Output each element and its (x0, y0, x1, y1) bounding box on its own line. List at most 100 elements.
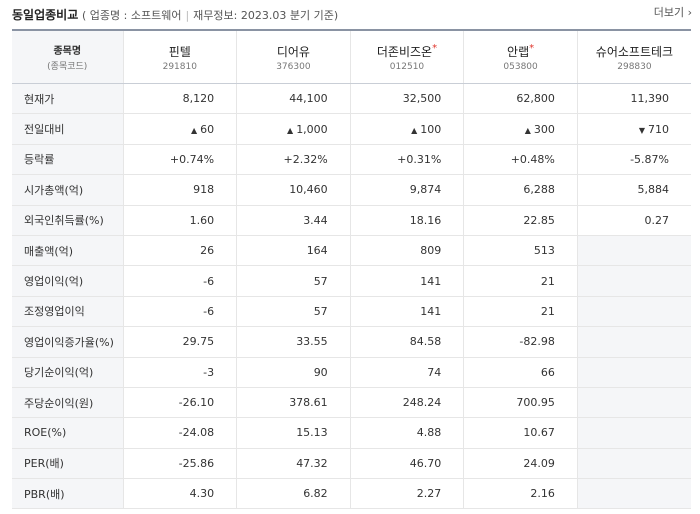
value-cell: 378.61 (236, 387, 351, 419)
company-name-link[interactable]: 슈어소프트테크 (595, 44, 674, 59)
peer-comparison-table: 종목명 (종목코드) 핀텔 291810 디어유 376300 더존비즈온* 0… (12, 29, 691, 510)
change-value: 100 (420, 122, 442, 136)
company-name-link[interactable]: 디어유 (276, 44, 310, 59)
change-value: 60 (200, 122, 215, 136)
company-name-link[interactable]: 핀텔 (168, 44, 191, 59)
company-code: 012510 (389, 61, 425, 72)
more-link[interactable]: 더보기 › (654, 4, 692, 20)
company-header[interactable]: 핀텔 291810 (122, 29, 237, 84)
row-label: 현재가 (12, 83, 123, 115)
company-header[interactable]: 더존비즈온* 012510 (349, 29, 464, 84)
row-label: 조정영업이익 (12, 296, 123, 328)
value-cell: 62,800 (463, 83, 578, 115)
empty-cell (576, 417, 691, 449)
company-name-link[interactable]: 더존비즈온* (376, 42, 438, 59)
table-body: 현재가 8,120 44,100 32,500 62,800 11,390 전일대비 ▲ 60 ▲… (12, 83, 691, 510)
more-label: 더보기 (653, 6, 685, 19)
value-cell: 4.30 (122, 478, 237, 510)
triangle-up-icon: ▲ (287, 125, 294, 135)
value-cell: 918 (122, 174, 237, 206)
company-code: 291810 (162, 61, 197, 72)
value-cell: 1.60 (122, 205, 237, 236)
value-cell: 8,120 (122, 83, 237, 115)
value-cell: +2.32% (236, 144, 351, 176)
value-cell: 15.13 (236, 417, 351, 449)
table-row: 전일대비 ▲ 60 ▲ 1,000 ▲ 100 ▲ 300 ▼ 710 (12, 113, 691, 145)
section-header: 동일업종비교 ( 업종명 : 소프트웨어 | 재무정보: 2023.03 분기 기준… (0, 0, 700, 28)
value-cell: 57 (236, 296, 351, 328)
label-header-sub: (종목코드) (47, 62, 88, 72)
value-cell: 700.95 (463, 387, 578, 419)
label-header-main: 종목명 (53, 46, 82, 57)
row-label: 주당순이익(원) (12, 387, 123, 419)
triangle-up-icon: ▲ (524, 125, 531, 135)
value-cell: 21 (463, 265, 578, 297)
value-cell: -6 (122, 265, 237, 297)
value-cell: 33.55 (236, 326, 351, 358)
value-cell: -25.86 (122, 448, 237, 480)
company-header[interactable]: 안랩* 053800 (463, 29, 578, 84)
value-cell: 4.88 (349, 417, 464, 449)
table-row: PER(배) -25.86 47.32 46.70 24.09 (12, 448, 691, 480)
value-cell: 29.75 (122, 326, 237, 358)
value-cell: 32,500 (349, 83, 464, 115)
table-row: 등락률 +0.74% +2.32% +0.31% +0.48% -5.87% (12, 144, 691, 176)
change-value: 1,000 (296, 122, 328, 136)
value-cell: 2.16 (463, 478, 578, 510)
row-label: PBR(배) (12, 478, 123, 510)
value-cell: 10,460 (236, 174, 351, 206)
empty-cell (576, 357, 691, 388)
value-cell: 57 (236, 265, 351, 297)
triangle-down-icon: ▼ (638, 125, 645, 135)
empty-cell (576, 478, 691, 510)
value-cell: 9,874 (349, 174, 464, 206)
value-cell: 248.24 (349, 387, 464, 419)
table-row: 주당순이익(원) -26.10 378.61 248.24 700.95 (12, 387, 691, 419)
value-cell: 141 (349, 296, 464, 328)
value-cell: 21 (463, 296, 578, 328)
industry-info: ( 업종명 : 소프트웨어 | 재무정보: 2023.03 분기 기준) (82, 7, 338, 23)
empty-cell (576, 448, 691, 480)
table-row: 매출액(억) 26 164 809 513 (12, 235, 691, 267)
table-header-row: 종목명 (종목코드) 핀텔 291810 디어유 376300 더존비즈온* 0… (12, 29, 691, 84)
value-cell: 11,390 (576, 83, 691, 115)
value-cell: 6.82 (236, 478, 351, 510)
change-value: 710 (648, 122, 669, 136)
value-cell: 26 (122, 235, 237, 267)
value-cell: 10.67 (463, 417, 578, 449)
table-row: PBR(배) 4.30 6.82 2.27 2.16 (12, 478, 691, 510)
value-cell: -3 (122, 357, 237, 388)
row-label: 외국인취득률(%) (12, 205, 123, 236)
table-row: 영업이익증가율(%) 29.75 33.55 84.58 -82.98 (12, 326, 691, 358)
company-header[interactable]: 디어유 376300 (236, 29, 351, 84)
value-cell: -6 (122, 296, 237, 328)
row-label: 전일대비 (12, 113, 123, 145)
table-row: 조정영업이익 -6 57 141 21 (12, 296, 691, 328)
row-label: 당기순이익(억) (12, 357, 123, 388)
industry-name: ( 업종명 : 소프트웨어 (82, 9, 182, 22)
row-label: ROE(%) (12, 417, 123, 449)
empty-cell (576, 235, 691, 267)
row-label: PER(배) (12, 448, 123, 480)
company-header[interactable]: 슈어소프트테크 298830 (576, 29, 691, 84)
empty-cell (576, 265, 691, 297)
value-cell: -26.10 (122, 387, 237, 419)
finance-basis: 재무정보: 2023.03 분기 기준) (193, 9, 339, 22)
value-cell: +0.31% (349, 144, 464, 176)
company-name-link[interactable]: 안랩* (507, 42, 535, 59)
value-cell: 47.32 (236, 448, 351, 480)
value-cell: -5.87% (576, 144, 691, 176)
value-cell: -82.98 (463, 326, 578, 358)
value-cell: 22.85 (463, 205, 578, 236)
value-cell: 66 (463, 357, 578, 388)
divider: | (185, 9, 190, 22)
value-cell: ▲ 300 (463, 113, 578, 145)
change-value: 300 (533, 122, 555, 136)
company-code: 376300 (276, 61, 311, 72)
value-cell: 74 (349, 357, 464, 388)
value-cell: 141 (349, 265, 464, 297)
value-cell: 24.09 (463, 448, 578, 480)
triangle-up-icon: ▲ (190, 125, 198, 135)
row-label: 등락률 (12, 144, 123, 176)
empty-cell (576, 387, 691, 419)
